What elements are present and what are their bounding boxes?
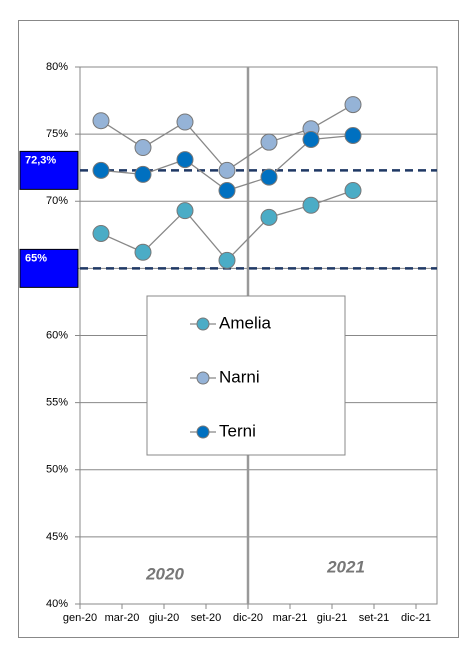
reference-label-box <box>19 248 79 288</box>
x-tick-label: dic-20 <box>233 612 263 624</box>
point <box>302 196 320 214</box>
legend <box>146 295 346 456</box>
point <box>134 243 152 261</box>
legend-label: Amelia <box>219 313 272 332</box>
year-label: 2020 <box>145 564 184 583</box>
year-label: 2021 <box>326 557 365 576</box>
reference-label: 72,3% <box>25 154 56 166</box>
y-tick-label: 55% <box>46 397 68 409</box>
point <box>260 168 278 186</box>
x-tick-label: set-21 <box>359 612 390 624</box>
y-tick-label: 50% <box>46 464 68 476</box>
point <box>344 96 362 114</box>
point <box>218 251 236 269</box>
point <box>260 133 278 151</box>
x-tick-label: dic-21 <box>401 612 431 624</box>
y-tick-label: 45% <box>46 531 68 543</box>
y-tick-label: 60% <box>46 329 68 341</box>
x-tick-label: gen-20 <box>63 612 97 624</box>
y-tick-label: 70% <box>46 195 68 207</box>
x-tick-label: giu-21 <box>317 612 348 624</box>
point <box>176 151 194 169</box>
point <box>344 182 362 200</box>
legend-marker <box>196 425 210 439</box>
x-tick-label: mar-21 <box>273 612 308 624</box>
point <box>344 126 362 144</box>
point <box>176 202 194 220</box>
x-tick-label: mar-20 <box>105 612 140 624</box>
legend-marker <box>196 371 210 385</box>
legend-label: Narni <box>219 367 260 386</box>
point <box>92 161 110 179</box>
point <box>134 165 152 183</box>
point <box>92 224 110 242</box>
point <box>176 113 194 131</box>
legend-marker <box>196 317 210 331</box>
x-tick-label: set-20 <box>191 612 222 624</box>
x-tick-label: giu-20 <box>149 612 180 624</box>
point <box>218 161 236 179</box>
point <box>302 130 320 148</box>
point <box>134 139 152 157</box>
reference-label: 65% <box>25 252 47 264</box>
y-tick-label: 80% <box>46 61 68 73</box>
point <box>218 182 236 200</box>
point <box>260 208 278 226</box>
point <box>92 112 110 130</box>
y-tick-label: 40% <box>46 598 68 610</box>
legend-label: Terni <box>219 421 256 440</box>
y-tick-label: 75% <box>46 128 68 140</box>
reference-label-box <box>19 150 79 190</box>
